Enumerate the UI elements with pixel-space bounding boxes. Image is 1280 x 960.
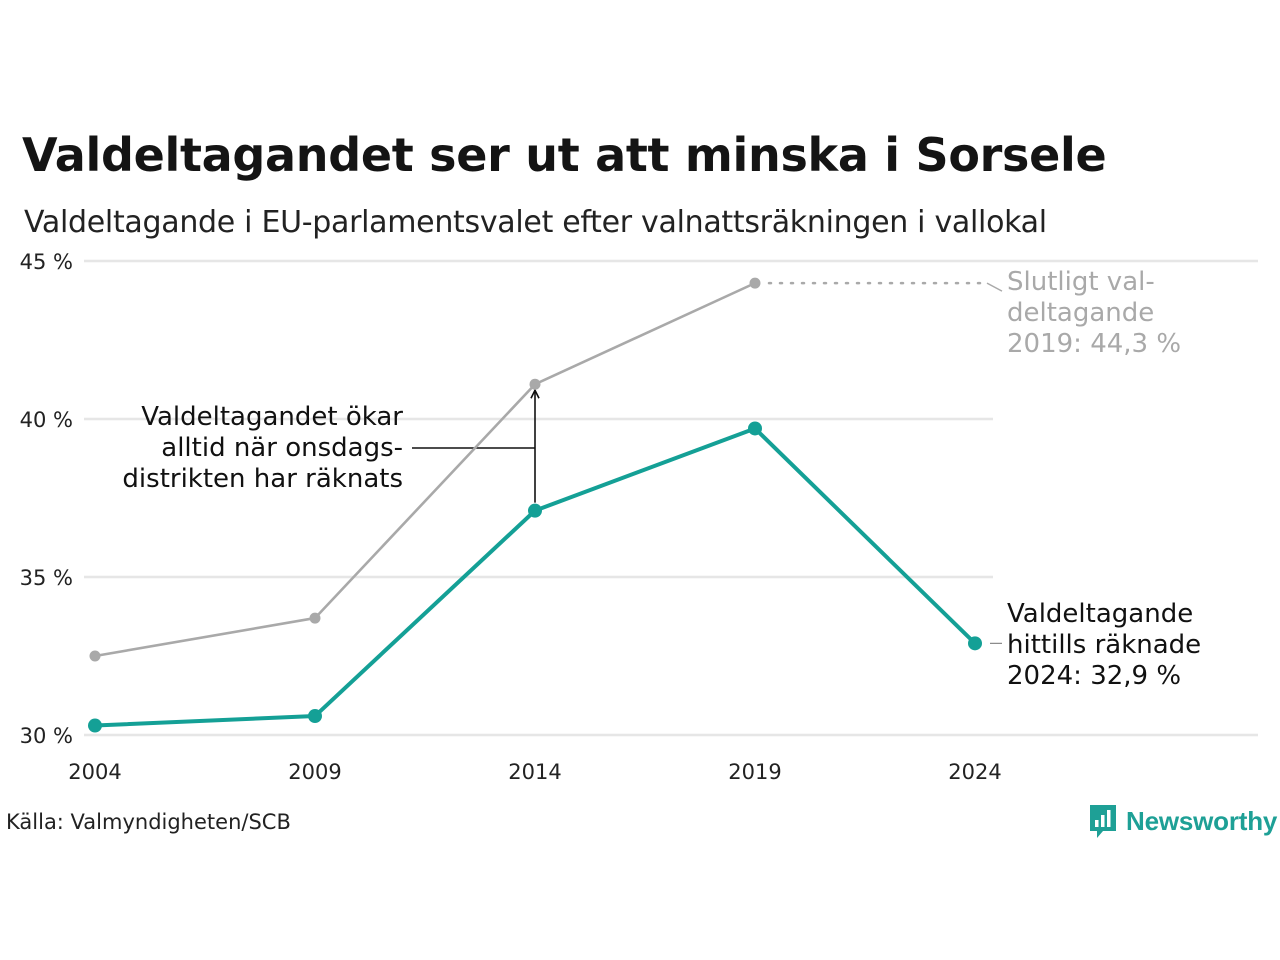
data-point-counted [968,636,982,651]
newsworthy-logo: Newsworthy [1088,803,1277,839]
annotation-line: hittills räknade [1007,630,1201,660]
data-point-final [749,277,761,289]
annotation-line: alltid när onsdags- [161,433,403,463]
y-tick-label: 30 % [20,724,73,748]
annotation-final-2019: Slutligt val-deltagande 2019: 44,3 % [1007,267,1181,359]
annotation-labels: Slutligt val-deltagande 2019: 44,3 % Valde… [122,267,1201,691]
data-point-counted [308,709,322,724]
y-tick-label: 45 % [20,250,73,274]
data-point-final [309,612,321,624]
annotation-increase: Valdeltagandet ökar alltid när onsdags-di… [122,402,403,494]
annotation-line: distrikten har räknats [122,464,403,494]
arrow-head [530,388,540,399]
bar-chart-speech-bubble-icon [1090,805,1116,838]
annotation-connectors [412,281,1003,644]
gridlines [84,259,1258,737]
x-tick-label: 2014 [508,760,561,784]
x-axis-ticks: 2004 2009 2014 2019 2024 [68,760,1001,784]
x-tick-label: 2024 [948,760,1001,784]
source-note: Källa: Valmyndigheten/SCB [6,810,291,834]
chart-subtitle: Valdeltagande i EU-parlamentsvalet efter… [24,205,1047,240]
annotation-line: Slutligt val- [1007,267,1155,297]
x-tick-label: 2019 [728,760,781,784]
x-tick-label: 2004 [68,760,121,784]
data-point-counted [748,421,762,436]
data-point-final [89,650,101,662]
y-tick-label: 35 % [20,566,73,590]
chart-title: Valdeltagandet ser ut att minska i Sorse… [22,128,1107,182]
logo-text: Newsworthy [1126,805,1278,836]
annotation-counted-2024: Valdeltagande hittills räknade 2024: 32,9 … [1007,599,1201,691]
data-series [88,277,982,733]
data-point-final [529,378,541,390]
label-tick [986,282,1003,292]
annotation-line: Valdeltagande [1007,599,1193,629]
annotation-line: deltagande [1007,298,1154,328]
data-point-counted [88,718,102,733]
y-axis-ticks: 30 % 35 % 40 % 45 % [20,250,73,748]
annotation-line: 2019: 44,3 % [1007,329,1181,359]
data-point-counted [528,503,542,518]
annotation-line: 2024: 32,9 % [1007,661,1181,691]
annotation-line: Valdeltagandet ökar [141,402,403,432]
y-tick-label: 40 % [20,408,73,432]
series-line-final [94,281,756,658]
x-tick-label: 2009 [288,760,341,784]
